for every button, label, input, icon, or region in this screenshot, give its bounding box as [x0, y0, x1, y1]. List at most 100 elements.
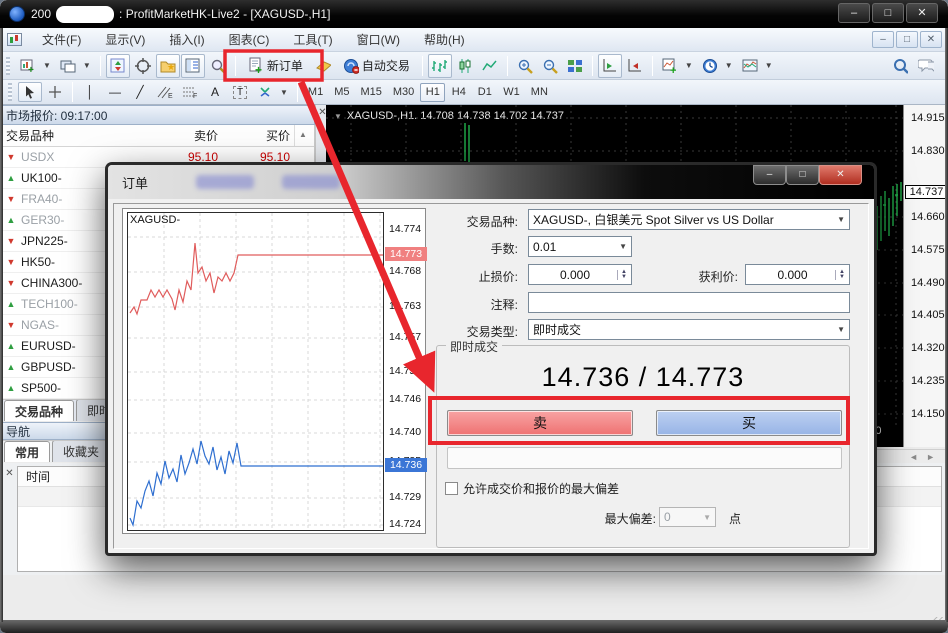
close-icon[interactable]: ✕ [5, 468, 14, 479]
tab-favorites[interactable]: 收藏夹 [52, 441, 111, 462]
comment-input[interactable] [528, 292, 850, 313]
timeframe-h4[interactable]: H4 [451, 86, 466, 98]
svg-text:F: F [193, 93, 197, 99]
horizontal-line-tool[interactable]: — [103, 82, 127, 102]
timeframe-m1[interactable]: M1 [307, 86, 324, 98]
tick-axis-label: 14.746 [389, 393, 422, 405]
navigator-button[interactable]: ★ [155, 53, 180, 78]
max-deviation-select[interactable]: 0 ▼ [659, 507, 716, 527]
timeframe-mn[interactable]: MN [530, 86, 548, 98]
menu-tools[interactable]: 工具(T) [293, 33, 333, 47]
chart-system-icon [7, 33, 22, 46]
periods-button[interactable]: ▼ [698, 54, 737, 78]
tab-symbols[interactable]: 交易品种 [4, 400, 75, 421]
timeframe-h1[interactable]: H1 [420, 82, 446, 102]
col-buy[interactable]: 买价 [265, 129, 290, 143]
price-tick: 14.150 [911, 408, 945, 420]
timeframe-m15[interactable]: M15 [360, 86, 382, 98]
dialog-maximize-button[interactable]: □ [786, 165, 819, 185]
new-order-button[interactable]: + 新订单 [241, 54, 310, 78]
zoom-out-button[interactable] [538, 54, 562, 78]
line-chart-button[interactable] [478, 54, 502, 78]
candlestick-icon [457, 58, 473, 74]
cursor-tool-button[interactable] [18, 82, 42, 102]
spinner-icons[interactable]: ▲ ▼ [617, 269, 627, 280]
scroll-left-icon[interactable]: ◄ [909, 452, 919, 462]
down-arrow-icon: ▼ [6, 320, 16, 330]
zoom-in-button[interactable] [513, 54, 537, 78]
candlestick-button[interactable] [453, 54, 477, 78]
window-title: 200 : ProfitMarketHK-Live2 - [XAGUSD-,H1… [31, 5, 330, 23]
market-watch-header[interactable]: 市场报价: 09:17:00 [0, 105, 315, 125]
order-dialog-titlebar[interactable]: 订单 – □ ✕ [108, 165, 874, 199]
mdi-minimize-button[interactable]: – [872, 31, 894, 48]
col-symbol[interactable]: 交易品种 [6, 129, 55, 143]
text-label-tool[interactable]: T [228, 82, 252, 102]
maximize-button[interactable]: □ [872, 3, 904, 23]
market-watch-toggle-button[interactable] [105, 53, 130, 78]
order-type-select[interactable]: 即时成交 ▼ [528, 319, 850, 340]
metaeditor-button[interactable] [311, 54, 335, 78]
menu-view[interactable]: 显示(V) [105, 33, 146, 47]
bar-chart-button[interactable] [427, 53, 452, 78]
result-bar [447, 447, 842, 469]
menu-charts[interactable]: 图表(C) [228, 33, 270, 47]
deviation-label: 允许成交价和报价的最大偏差 [463, 482, 620, 496]
text-tool[interactable]: A [203, 82, 227, 102]
timeframe-m30[interactable]: M30 [392, 86, 415, 98]
toolbar-grip[interactable] [8, 83, 12, 101]
timeframe-m5[interactable]: M5 [334, 86, 350, 98]
toolbar-grip[interactable] [6, 56, 10, 75]
strategy-tester-button[interactable] [206, 54, 230, 78]
volume-select[interactable]: 0.01 ▼ [528, 236, 632, 257]
new-chart-button[interactable]: + ▼ [16, 54, 55, 78]
mdi-close-button[interactable]: ✕ [920, 31, 942, 48]
fibonacci-tool[interactable]: F [178, 82, 202, 102]
tile-windows-button[interactable] [563, 54, 587, 78]
menu-insert[interactable]: 插入(I) [169, 33, 205, 47]
deviation-checkbox[interactable]: 允许成交价和报价的最大偏差 [445, 480, 619, 497]
dialog-minimize-button[interactable]: – [753, 165, 786, 185]
menu-help[interactable]: 帮助(H) [423, 33, 465, 47]
arrows-tool[interactable]: ▼ [253, 82, 292, 102]
indicators-button[interactable]: + ▼ [658, 54, 697, 78]
chart-shift-button[interactable] [623, 54, 647, 78]
templates-button[interactable]: ▼ [738, 54, 777, 78]
dialog-close-button[interactable]: ✕ [819, 165, 862, 185]
close-button[interactable]: ✕ [906, 3, 938, 23]
price-axis[interactable]: 14.915 14.830 14.660 14.575 14.490 14.40… [903, 105, 948, 447]
up-arrow-icon: ▲ [6, 173, 16, 183]
trendline-tool[interactable]: ╱ [128, 82, 152, 102]
symbol-select[interactable]: XAGUSD-, 白银美元 Spot Silver vs US Dollar ▼ [528, 209, 850, 230]
timeframe-d1[interactable]: D1 [477, 86, 492, 98]
checkbox-icon[interactable] [445, 482, 458, 495]
scroll-right-icon[interactable]: ► [926, 452, 935, 462]
minimize-button[interactable]: – [838, 3, 870, 23]
col-sell[interactable]: 卖价 [193, 129, 218, 143]
current-price-box: 14.737 [905, 185, 948, 199]
buy-button[interactable]: 买 [656, 410, 842, 436]
timeframe-w1[interactable]: W1 [503, 86, 520, 98]
tick-plot [127, 212, 384, 531]
stoploss-input[interactable]: 0.000 ▲ ▼ [528, 264, 632, 285]
vertical-line-tool[interactable]: │ [78, 82, 102, 102]
channel-tool[interactable]: E [153, 82, 177, 102]
search-icon[interactable] [892, 58, 908, 74]
profiles-button[interactable]: ▼ [56, 54, 95, 78]
spinner-icons[interactable]: ▲ ▼ [835, 269, 845, 280]
auto-scroll-icon [602, 58, 618, 74]
menu-window[interactable]: 窗口(W) [356, 33, 400, 47]
takeprofit-input[interactable]: 0.000 ▲ ▼ [745, 264, 850, 285]
auto-scroll-button[interactable] [597, 53, 622, 78]
down-arrow-icon: ▼ [6, 257, 16, 267]
tab-common[interactable]: 常用 [4, 441, 51, 462]
menu-file[interactable]: 文件(F) [42, 33, 82, 47]
sell-button[interactable]: 卖 [447, 410, 633, 436]
chat-icon[interactable] [918, 58, 934, 74]
mdi-restore-button[interactable]: □ [896, 31, 918, 48]
data-window-button[interactable] [131, 54, 155, 78]
scrollbar-up-icon[interactable]: ▲ [294, 125, 311, 146]
crosshair-tool-button[interactable] [43, 82, 67, 102]
terminal-button[interactable] [180, 53, 205, 78]
autotrading-button[interactable]: 自动交易 [336, 54, 417, 78]
